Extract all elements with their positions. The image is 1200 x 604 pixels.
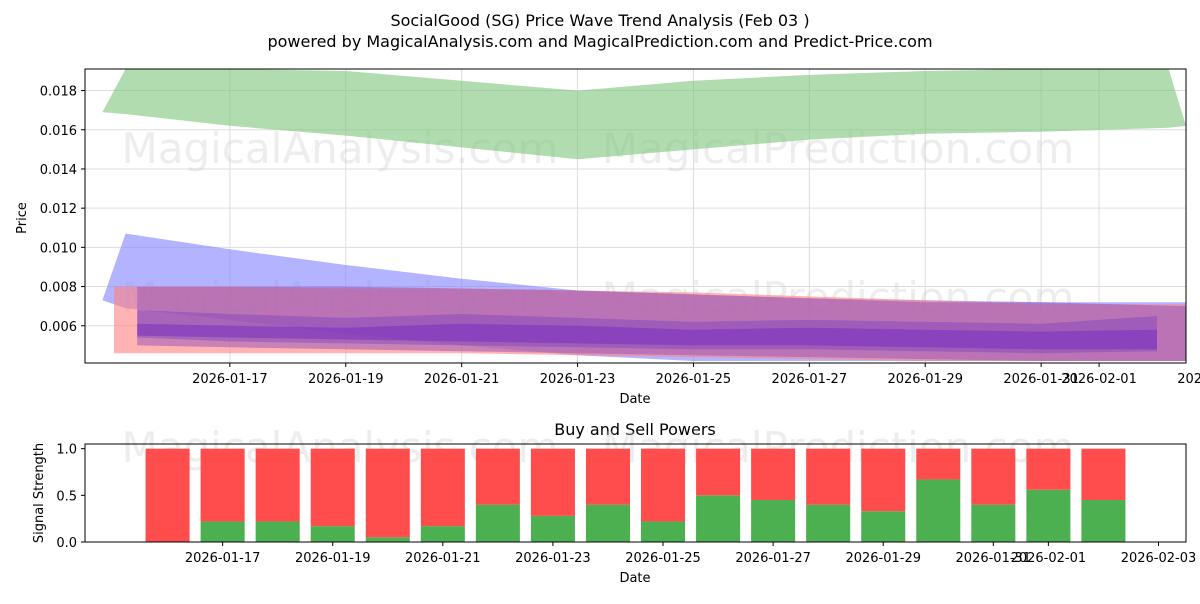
buy-bar (641, 521, 686, 542)
sell-bar (585, 448, 630, 505)
buy-bar (861, 511, 906, 542)
buy-sell-x-tick-label: 2026-02-03 (1121, 551, 1197, 566)
price-x-label: Date (619, 392, 650, 407)
sell-bar (806, 448, 851, 505)
buy-sell-y-tick-label: 1.0 (56, 443, 77, 458)
price-y-label: Price (15, 202, 30, 234)
sell-bar (641, 448, 686, 522)
sell-bar (475, 448, 520, 505)
buy-sell-y-tick-label: 0.0 (56, 536, 77, 551)
buy-sell-x-tick-label: 2026-01-19 (295, 551, 371, 566)
buy-sell-x-tick-label: 2026-01-23 (515, 551, 591, 566)
price-wave-chart: MagicalAnalysis.com MagicalPrediction.co… (15, 68, 1200, 407)
buy-bar (310, 526, 355, 542)
buy-sell-x-tick-label: 2026-01-29 (845, 551, 921, 566)
buy-bar (200, 521, 245, 542)
price-y-tick-label: 0.018 (40, 85, 77, 100)
sell-bar (916, 448, 961, 480)
sell-bar (530, 448, 575, 516)
buy-bar (420, 526, 465, 542)
buy-sell-x-tick-label: 2026-01-17 (185, 551, 261, 566)
sell-bar (696, 448, 741, 496)
buy-bar (696, 495, 741, 542)
price-y-tick-label: 0.006 (40, 320, 77, 335)
purple-band-3 (137, 323, 1157, 350)
sell-bar (971, 448, 1016, 505)
sell-bar (145, 448, 190, 542)
figure-title: SocialGood (SG) Price Wave Trend Analysi… (390, 11, 809, 30)
price-plot-frame (84, 68, 1187, 364)
sell-bar (751, 448, 796, 500)
buy-sell-x-tick-label: 2026-02-01 (1011, 551, 1087, 566)
buy-sell-chart: Buy and Sell Powers MagicalAnalysis.com … (32, 420, 1196, 586)
sell-bar (310, 448, 355, 527)
buy-bar (1081, 500, 1126, 542)
purple-band-1 (137, 286, 1187, 361)
price-x-tick-label: 2026-01-27 (772, 372, 848, 387)
buy-sell-title: Buy and Sell Powers (554, 420, 716, 439)
sell-bar (200, 448, 245, 522)
price-y-tick-label: 0.014 (40, 163, 77, 178)
buy-sell-bars (145, 448, 1126, 542)
sell-bar (1026, 448, 1071, 490)
buy-sell-x-tick-label: 2026-01-25 (625, 551, 701, 566)
price-x-tick-label: 2026-01-19 (308, 372, 384, 387)
buy-sell-x-tick-label: 2026-01-27 (735, 551, 811, 566)
price-y-tick-label: 0.010 (40, 241, 77, 256)
sell-bar (365, 448, 410, 538)
sell-bar (255, 448, 300, 522)
price-x-tick-label: 2026-01-25 (656, 372, 732, 387)
green-band (102, 69, 1186, 160)
buy-bar (806, 504, 851, 542)
buy-sell-y-ticks: 0.0 0.5 1.0 (56, 443, 85, 551)
price-bands (102, 69, 1187, 361)
price-x-tick-label: 2026-01-23 (540, 372, 616, 387)
price-y-ticks: 0.006 0.008 0.010 0.012 0.014 0.016 0.018 (40, 85, 85, 335)
buy-bar (255, 521, 300, 542)
buy-bar (916, 479, 961, 542)
buy-bar (971, 504, 1016, 542)
buy-sell-x-ticks: 2026-01-17 2026-01-19 2026-01-21 2026-01-23… (185, 542, 1196, 566)
figure-subtitle: powered by MagicalAnalysis.com and Magic… (267, 32, 932, 51)
buy-sell-x-label: Date (619, 571, 650, 586)
buy-sell-y-label: Signal Strength (32, 443, 47, 543)
buy-bar (585, 504, 630, 542)
sell-bar (861, 448, 906, 512)
buy-bar (1026, 489, 1071, 542)
price-y-tick-label: 0.012 (40, 202, 77, 217)
price-x-ticks: 2026-01-17 2026-01-19 2026-01-21 2026-01-23… (192, 363, 1200, 387)
buy-sell-plot-frame (84, 443, 1187, 543)
buy-sell-y-tick-label: 0.5 (56, 489, 77, 504)
price-x-tick-label: 2026-02-01 (1061, 372, 1137, 387)
price-x-tick-label: 2026-01-21 (424, 372, 500, 387)
buy-bar (365, 537, 410, 542)
price-x-tick-label: 2026-01-17 (192, 372, 268, 387)
purple-band-2 (137, 310, 1157, 354)
buy-bar (751, 500, 796, 542)
buy-bar (530, 515, 575, 542)
buy-bar (475, 504, 520, 542)
price-x-tick-label: 2026-01-31 (1003, 372, 1079, 387)
buy-sell-x-tick-label: 2026-01-31 (956, 551, 1032, 566)
buy-sell-x-tick-label: 2026-01-21 (405, 551, 481, 566)
price-y-tick-label: 0.008 (40, 281, 77, 296)
sell-bar (420, 448, 465, 527)
price-x-tick-label: 2026-02-03 (1177, 372, 1200, 387)
price-x-tick-label: 2026-01-29 (887, 372, 963, 387)
price-y-tick-label: 0.016 (40, 124, 77, 139)
sell-bar (1081, 448, 1126, 500)
